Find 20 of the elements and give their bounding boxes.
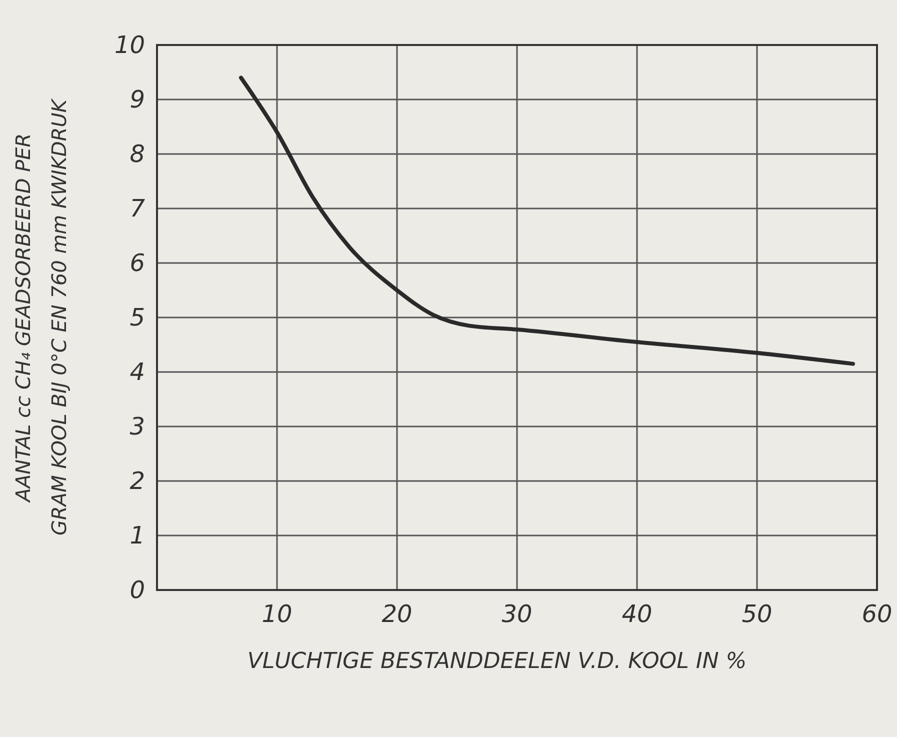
x-tick-label: 50 <box>742 600 772 628</box>
x-tick-label: 40 <box>622 600 652 628</box>
y-tick-label: 1 <box>130 522 145 550</box>
x-tick-label: 60 <box>862 600 892 628</box>
x-tick-label: 10 <box>262 600 292 628</box>
y-tick-label: 3 <box>130 412 145 440</box>
y-tick-label: 7 <box>130 194 146 222</box>
x-axis-title: VLUCHTIGE BESTANDDEELEN V.D. KOOL IN % <box>247 649 747 674</box>
y-axis-title: AANTAL cc CH₄ GEADSORBEERD PER GRAM KOOL BIJ 0°C EN 760 mm KWIKDRUK <box>11 98 71 536</box>
x-tick-label: 20 <box>382 600 412 628</box>
y-tick-label: 2 <box>130 467 145 495</box>
y-tick-label: 5 <box>130 304 145 332</box>
y-tick-label: 8 <box>130 140 145 168</box>
y-tick-label: 4 <box>130 358 145 386</box>
line-series <box>239 76 855 366</box>
y-tick-label: 10 <box>114 31 145 59</box>
y-tick-label: 9 <box>130 86 145 114</box>
x-tick-label: 30 <box>502 600 532 628</box>
y-tick-label: 0 <box>130 576 145 604</box>
y-tick-label: 6 <box>130 249 145 277</box>
